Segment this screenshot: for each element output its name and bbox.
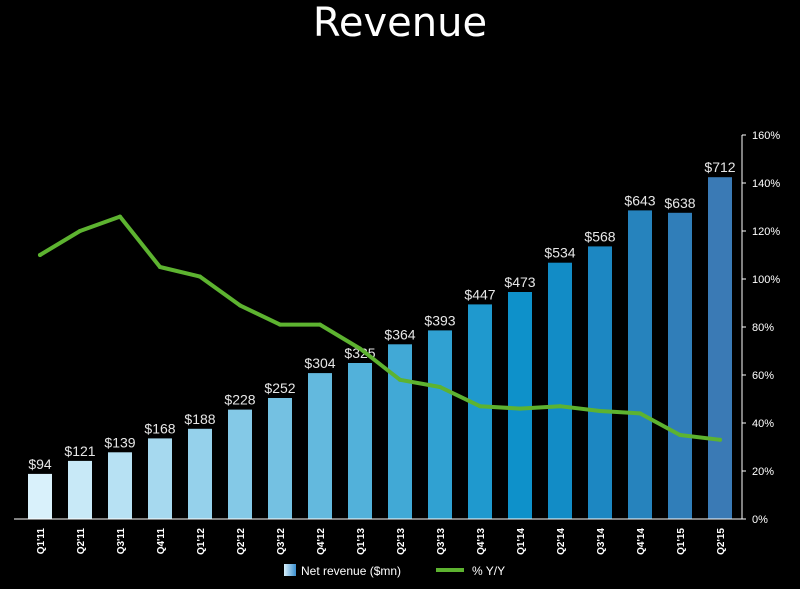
yoy-point-q3-11 <box>118 214 122 219</box>
right-tick-80: 80% <box>752 322 774 334</box>
data-label-q2-15: $712 <box>704 159 735 175</box>
data-label-q1-14: $473 <box>504 274 535 290</box>
bar-q2-11 <box>68 460 92 519</box>
x-tick-q2-15: Q2'15 <box>716 528 727 555</box>
bar-q2-14 <box>548 262 572 519</box>
yoy-point-q4-11 <box>158 265 162 269</box>
x-tick-q2-12: Q2'12 <box>236 528 247 555</box>
yoy-point-q3-13 <box>438 385 442 389</box>
data-label-q4-11: $168 <box>144 420 175 436</box>
yoy-point-q2-14 <box>558 404 562 409</box>
right-tick-60: 60% <box>752 370 774 382</box>
data-label-q3-14: $568 <box>584 228 615 244</box>
data-label-q1-12: $188 <box>184 411 215 427</box>
x-tick-q4-14: Q4'14 <box>636 528 647 555</box>
data-label-q3-13: $393 <box>424 312 455 328</box>
yoy-point-q1-11 <box>38 253 42 257</box>
right-axis: 0% 20% 40% 60% 80% 100% 120% 140% 160% <box>741 130 780 526</box>
x-axis: Q1'11 Q2'11 Q3'11 Q4'11 Q1'12 Q2'12 Q3'12 Q4'12… <box>14 518 744 555</box>
yoy-point-q2-11 <box>78 229 82 233</box>
yoy-point-q3-14 <box>598 409 602 413</box>
bar-q3-14 <box>588 246 612 519</box>
data-label-q4-12: $304 <box>304 355 335 371</box>
x-tick-q2-11: Q2'11 <box>76 528 87 555</box>
yoy-point-q2-13 <box>398 377 402 382</box>
data-label-q2-11: $121 <box>64 443 95 459</box>
bar-q4-13 <box>468 304 492 519</box>
bar-q4-11 <box>148 438 172 519</box>
right-tick-160: 160% <box>752 130 780 142</box>
bar-labels: $94$121$139$168$188$228$252$304$325$364$… <box>28 159 735 472</box>
x-tick-q1-13: Q1'13 <box>356 528 367 555</box>
yoy-point-q4-12 <box>318 322 322 327</box>
yoy-line <box>38 214 722 442</box>
yoy-point-q1-14 <box>518 406 522 411</box>
data-label-q3-11: $139 <box>104 434 135 450</box>
bar-q2-12 <box>228 409 252 519</box>
x-tick-q2-14: Q2'14 <box>556 528 567 555</box>
legend-label-yoy: % Y/Y <box>472 564 505 578</box>
right-tick-20: 20% <box>752 466 774 478</box>
x-tick-q3-13: Q3'13 <box>436 528 447 555</box>
bar-series <box>28 177 732 520</box>
data-label-q4-14: $643 <box>624 192 655 208</box>
x-tick-q3-14: Q3'14 <box>596 528 607 555</box>
bar-q3-12 <box>268 398 292 519</box>
right-tick-100: 100% <box>752 274 780 286</box>
x-tick-q1-12: Q1'12 <box>196 528 207 555</box>
x-tick-q1-14: Q1'14 <box>516 528 527 555</box>
bar-q4-14 <box>628 210 652 519</box>
right-tick-0: 0% <box>752 514 768 526</box>
data-label-q2-14: $534 <box>544 245 575 261</box>
bar-q3-11 <box>108 452 132 519</box>
yoy-point-q3-12 <box>278 322 282 327</box>
legend-label-net-revenue: Net revenue ($mn) <box>301 564 401 578</box>
right-tick-120: 120% <box>752 226 780 238</box>
bar-q1-14 <box>508 292 532 519</box>
bar-q3-13 <box>428 330 452 519</box>
data-label-q4-13: $447 <box>464 286 495 302</box>
legend-swatch-net-revenue <box>284 564 296 576</box>
bar-q2-15 <box>708 177 732 519</box>
x-tick-q2-13: Q2'13 <box>396 528 407 555</box>
x-tick-q3-11: Q3'11 <box>116 528 127 555</box>
x-tick-q1-11: Q1'11 <box>36 528 47 555</box>
x-tick-q4-11: Q4'11 <box>156 528 167 555</box>
bar-q2-13 <box>388 344 412 519</box>
yoy-point-q2-12 <box>238 303 242 308</box>
data-label-q2-12: $228 <box>224 392 255 408</box>
data-label-q1-11: $94 <box>28 456 52 472</box>
yoy-point-q4-13 <box>478 404 482 409</box>
bar-q1-11 <box>28 473 52 519</box>
bar-q4-12 <box>308 373 332 519</box>
yoy-point-q4-14 <box>638 411 642 416</box>
bar-q1-15 <box>668 212 692 520</box>
line-series <box>38 214 722 442</box>
x-tick-q4-12: Q4'12 <box>316 528 327 555</box>
chart-title: Revenue <box>313 0 487 46</box>
x-tick-q4-13: Q4'13 <box>476 528 487 555</box>
x-tick-q1-15: Q1'15 <box>676 528 687 555</box>
yoy-point-q1-12 <box>198 274 202 279</box>
yoy-point-q1-13 <box>358 346 362 351</box>
yoy-point-q2-15 <box>718 437 722 442</box>
bar-q1-13 <box>348 363 372 519</box>
right-tick-140: 140% <box>752 178 780 190</box>
bar-q1-12 <box>188 428 212 519</box>
data-label-q3-12: $252 <box>264 380 295 396</box>
right-tick-40: 40% <box>752 418 774 430</box>
data-label-q1-15: $638 <box>664 195 695 211</box>
x-tick-q3-12: Q3'12 <box>276 528 287 555</box>
data-label-q2-13: $364 <box>384 326 415 342</box>
legend: Net revenue ($mn) % Y/Y <box>284 564 505 578</box>
yoy-point-q1-15 <box>678 433 682 437</box>
